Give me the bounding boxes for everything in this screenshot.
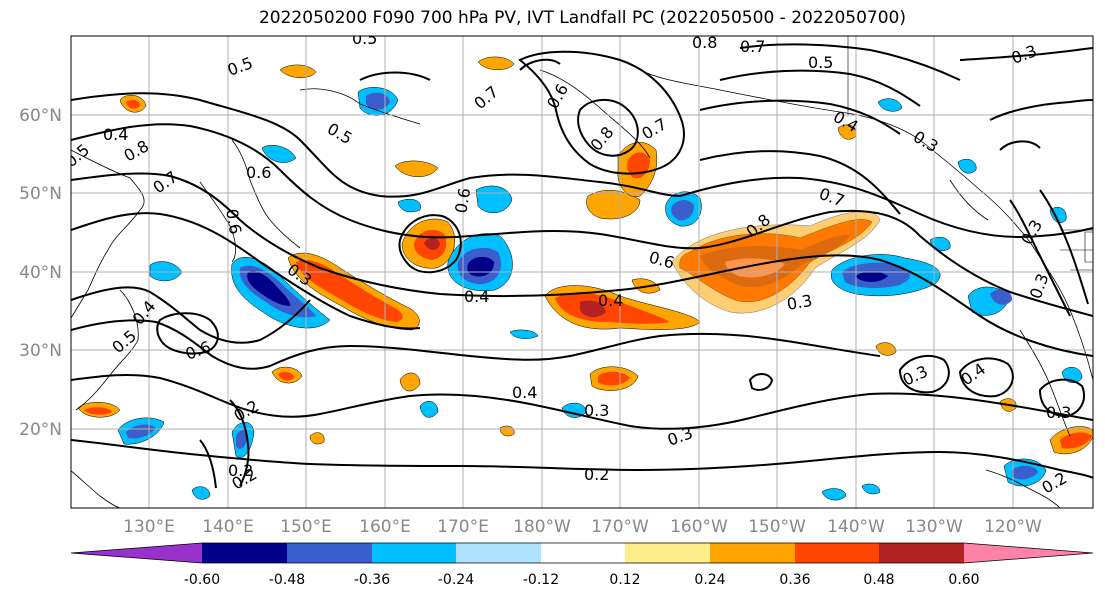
colorbar-segment xyxy=(71,543,202,563)
colorbar-label: 0.60 xyxy=(948,572,979,588)
colorbar-label: -0.48 xyxy=(269,572,305,588)
lon-label: 150°W xyxy=(748,517,806,537)
contour-label: 0.3 xyxy=(785,291,813,314)
contour-label: 0.4 xyxy=(464,287,489,306)
colorbar-segment xyxy=(541,543,625,563)
lat-label: 50°N xyxy=(19,184,62,204)
colorbar: -0.60 -0.48 -0.36 -0.24 -0.12 0.12 0.24 … xyxy=(70,542,1094,588)
contour-label: 0.3 xyxy=(1046,403,1071,422)
contour-label: 0.6 xyxy=(451,186,474,214)
colorbar-segment xyxy=(879,543,964,563)
contour-label: 0.4 xyxy=(103,125,128,144)
colorbar-segment xyxy=(625,543,710,563)
longitude-labels: 130°E 140°E 150°E 160°E 170°E 180°W 170°… xyxy=(123,517,1042,537)
latitude-labels: 60°N 50°N 40°N 30°N 20°N xyxy=(19,106,62,440)
colorbar-label: 0.12 xyxy=(609,572,640,588)
map-title: 2022050200 F090 700 hPa PV, IVT Landfall… xyxy=(258,8,906,28)
lon-label: 160°W xyxy=(670,517,728,537)
lon-label: 160°E xyxy=(359,517,411,537)
colorbar-label: -0.12 xyxy=(523,572,559,588)
lat-label: 20°N xyxy=(19,420,62,440)
lon-label: 140°E xyxy=(202,517,254,537)
colorbar-label: 0.24 xyxy=(694,572,725,588)
contour-label: 0.4 xyxy=(512,383,537,402)
contour-label: 0.2 xyxy=(228,461,253,480)
lon-label: 150°E xyxy=(280,517,332,537)
contour-label: 0.5 xyxy=(352,29,377,48)
lon-label: 170°W xyxy=(591,517,649,537)
colorbar-segment xyxy=(456,543,541,563)
colorbar-segment xyxy=(202,543,287,563)
contour-label: 0.2 xyxy=(584,465,609,484)
contour-label: 0.3 xyxy=(584,401,609,420)
lon-label: 130°E xyxy=(123,517,175,537)
lat-label: 30°N xyxy=(19,341,62,361)
coastlines xyxy=(71,36,1093,508)
colorbar-outline xyxy=(70,542,1094,564)
map-plot-area: 0.5 0.4 0.8 0.7 0.6 0.6 0.5 0.6 0.7 0.6 … xyxy=(71,29,1093,508)
contour-label: 0.6 xyxy=(222,207,245,235)
lon-label: 140°W xyxy=(827,517,885,537)
colorbar-label: 0.48 xyxy=(863,572,894,588)
contour-label: 0.4 xyxy=(598,291,623,310)
colorbar-label: -0.60 xyxy=(184,572,220,588)
colorbar-segment xyxy=(964,543,1093,563)
ivt-contours xyxy=(71,43,1093,489)
map-frame xyxy=(70,35,1094,509)
colorbar-label: 0.36 xyxy=(779,572,810,588)
contour-label: 0.6 xyxy=(246,163,271,182)
lat-label: 40°N xyxy=(19,263,62,283)
lon-label: 130°W xyxy=(905,517,963,537)
colorbar-segment xyxy=(795,543,879,563)
colorbar-segment xyxy=(287,543,372,563)
colorbar-segment xyxy=(710,543,795,563)
lon-label: 120°W xyxy=(984,517,1042,537)
lat-label: 60°N xyxy=(19,106,62,126)
lon-label: 170°E xyxy=(437,517,489,537)
contour-label: 0.5 xyxy=(808,53,833,72)
colorbar-segment xyxy=(372,543,456,563)
colorbar-label: -0.36 xyxy=(354,572,390,588)
lon-label: 180°W xyxy=(513,517,571,537)
contour-label: 0.8 xyxy=(692,33,717,52)
gridlines xyxy=(71,36,1093,508)
contour-label: 0.7 xyxy=(740,37,765,56)
colorbar-label: -0.24 xyxy=(438,572,474,588)
